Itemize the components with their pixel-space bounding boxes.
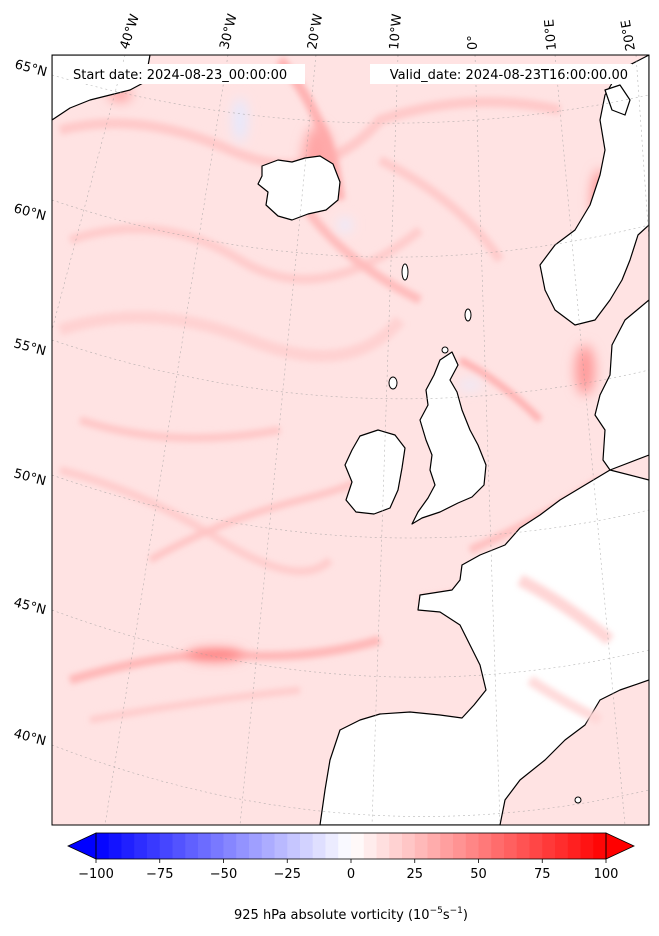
colorbar-segment — [427, 833, 441, 859]
colorbar-segment — [96, 833, 110, 859]
colorbar-segment — [542, 833, 556, 859]
shelf-anomalies — [517, 574, 614, 725]
colorbar-segment — [504, 833, 518, 859]
scandinavia-north — [604, 84, 631, 116]
colorbar-segment — [478, 833, 492, 859]
colorbar-segment — [440, 833, 454, 859]
lon-label-0: 0° — [466, 35, 481, 50]
colorbar-tick-label: −50 — [210, 867, 237, 882]
ireland — [344, 429, 406, 515]
lon-label-20w: 20°W — [305, 13, 326, 51]
colorbar-label-mid: s — [443, 908, 450, 923]
colorbar-segment — [491, 833, 505, 859]
land-masses — [52, 55, 649, 825]
map-frame — [51, 54, 650, 826]
lat-label-50n: 50°N — [12, 466, 48, 489]
colorbar-segment — [325, 833, 339, 859]
colorbar-segment — [580, 833, 594, 859]
colorbar-segment — [198, 833, 212, 859]
latitude-labels: 65°N 60°N 55°N 50°N 45°N 40°N — [12, 57, 49, 749]
colorbar-segment — [261, 833, 276, 859]
norway-sweden — [539, 55, 649, 326]
colorbar-segment — [516, 833, 531, 859]
colorbar-label-exp1: −5 — [430, 906, 443, 916]
colorbar-segment — [159, 833, 174, 859]
graticule — [52, 55, 649, 825]
longitude-labels: 40°W 30°W 20°W 10°W 0° 10°E 20°E — [118, 12, 639, 52]
colorbar-segment — [274, 833, 288, 859]
islands — [388, 263, 582, 804]
lon-label-40w: 40°W — [118, 12, 143, 51]
colorbar-segment — [402, 833, 416, 859]
colorbar-tick-label: 0 — [347, 867, 355, 882]
colorbar-segment — [376, 833, 390, 859]
colorbar-extend-max — [605, 832, 635, 860]
colorbar-label-exp2: −1 — [450, 906, 463, 916]
colorbar-label: 925 hPa absolute vorticity (10−5s−1) — [234, 906, 468, 923]
colorbar-segment — [300, 833, 314, 859]
colorbar-segment — [287, 833, 301, 859]
lat-label-55n: 55°N — [12, 336, 48, 359]
lat-label-60n: 60°N — [12, 201, 48, 224]
colorbar-segment — [121, 833, 135, 859]
colorbar-segment — [567, 833, 582, 859]
great-britain — [411, 351, 487, 525]
map-panel — [52, 55, 649, 825]
start-date-text: Start date: 2024-08-23_00:00:00 — [73, 68, 287, 83]
start-date-backdrop — [70, 64, 305, 84]
denmark-baltic-coast — [594, 299, 649, 471]
colorbar-tick-label: 75 — [534, 867, 551, 882]
colorbar-segment — [389, 833, 403, 859]
iceland — [257, 155, 341, 221]
colorbar-segment — [236, 833, 250, 859]
lon-label-20e: 20°E — [619, 19, 639, 52]
colorbar-segment — [210, 833, 225, 859]
colorbar-tick-label: 25 — [406, 867, 423, 882]
colorbar-segment — [529, 833, 543, 859]
colorbar-label-end: ) — [463, 908, 468, 923]
colorbar-segment — [249, 833, 263, 859]
colorbar-segment — [185, 833, 199, 859]
colorbar-segment — [363, 833, 378, 859]
colorbar-segment — [172, 833, 186, 859]
colorbar-segment — [134, 833, 148, 859]
europe-mainland — [319, 469, 649, 825]
colorbar-ticks: −100 −75 −50 −25 0 25 50 75 100 — [78, 859, 618, 882]
colorbar-extend-min — [67, 832, 97, 860]
colorbar-segment — [147, 833, 161, 859]
lat-label-65n: 65°N — [13, 57, 49, 80]
colorbar-segment — [108, 833, 123, 859]
colorbar-tick-label: −75 — [146, 867, 173, 882]
valid-date-text: Valid_date: 2024-08-23T16:00:00.00 — [390, 68, 628, 83]
colorbar-segment — [223, 833, 237, 859]
colorbar-segments — [96, 833, 607, 859]
colorbar-tick-label: −100 — [78, 867, 114, 882]
colorbar-tick-label: 100 — [594, 867, 619, 882]
colorbar: −100 −75 −50 −25 0 25 50 75 100 925 hPa absolute… — [67, 832, 635, 923]
lon-label-10w: 10°W — [387, 13, 405, 50]
lon-label-30w: 30°W — [217, 12, 240, 51]
colorbar-segment — [465, 833, 480, 859]
valid-date-backdrop — [370, 64, 632, 84]
colorbar-segment — [593, 833, 607, 859]
colorbar-tick-label: 50 — [470, 867, 487, 882]
colorbar-segment — [555, 833, 569, 859]
colorbar-tick-label: −25 — [274, 867, 301, 882]
colorbar-segment — [453, 833, 467, 859]
lon-label-10e: 10°E — [542, 19, 560, 51]
colorbar-segment — [312, 833, 327, 859]
colorbar-label-main: 925 hPa absolute vorticity (10 — [234, 908, 430, 923]
lat-label-40n: 40°N — [12, 726, 48, 749]
colorbar-segment — [414, 833, 429, 859]
colorbar-segment — [338, 833, 352, 859]
colorbar-segment — [351, 833, 365, 859]
lat-label-45n: 45°N — [12, 595, 48, 618]
